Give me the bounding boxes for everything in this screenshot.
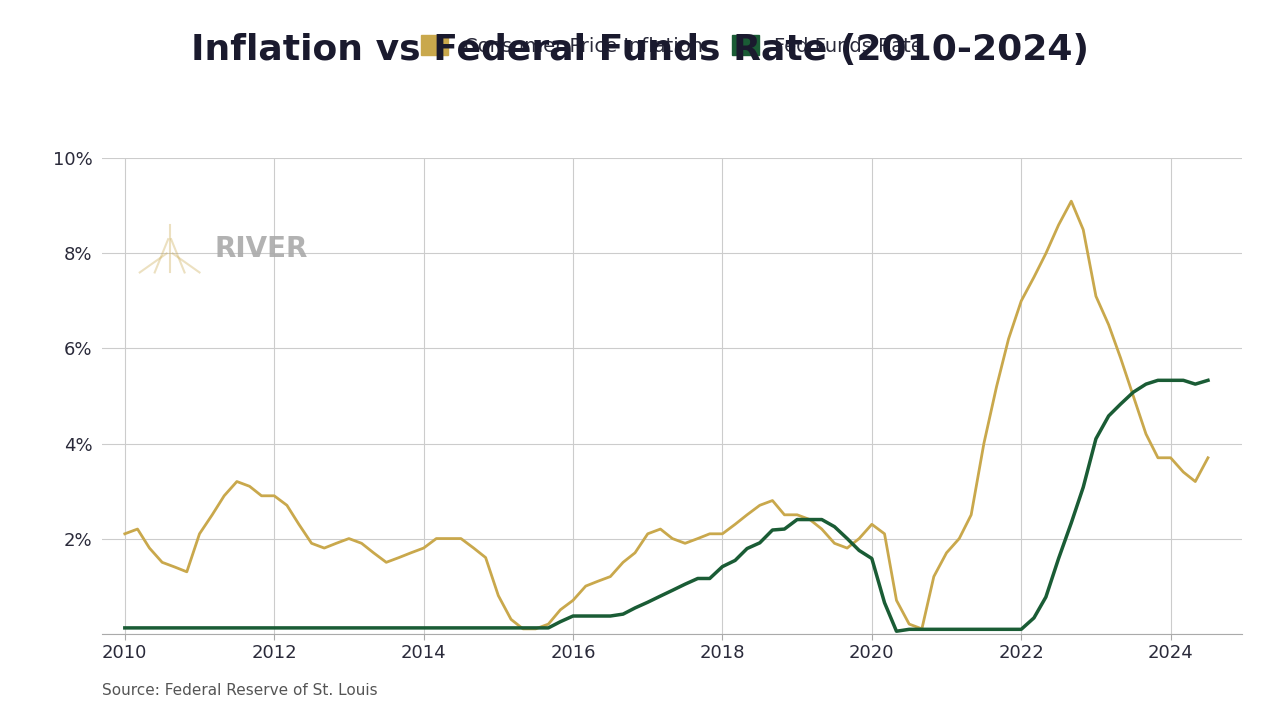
Text: Inflation vs Federal Funds Rate (2010-2024): Inflation vs Federal Funds Rate (2010-20… <box>191 33 1089 68</box>
Legend: Consumer Price Inflation, Fed Funds Rate: Consumer Price Inflation, Fed Funds Rate <box>421 35 923 55</box>
Text: Source: Federal Reserve of St. Louis: Source: Federal Reserve of St. Louis <box>102 683 378 698</box>
Text: RIVER: RIVER <box>215 235 307 263</box>
